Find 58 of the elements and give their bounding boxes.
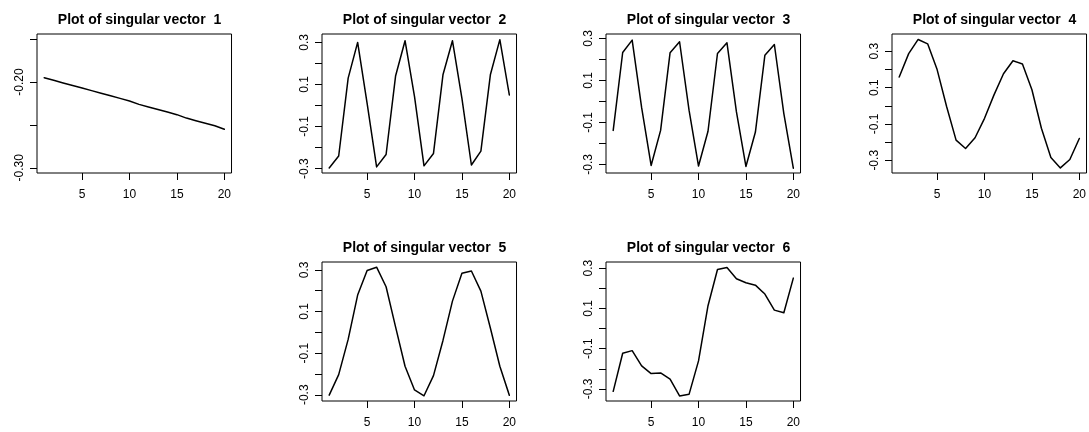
x-tick-label: 15 <box>1025 187 1039 201</box>
y-tick-label: -0.30 <box>12 153 26 182</box>
y-tick-label: 0.3 <box>581 259 595 277</box>
y-tick-label: 0.3 <box>867 42 881 60</box>
x-tick-label: 20 <box>786 415 801 429</box>
y-tick-label: -0.3 <box>867 149 881 171</box>
x-tick-label: 10 <box>122 187 137 201</box>
y-tick-label: -0.1 <box>581 337 595 359</box>
y-tick-label: 0.3 <box>581 29 595 47</box>
y-tick-label: 0.1 <box>867 78 881 96</box>
y-tick-label: -0.1 <box>867 113 881 135</box>
y-tick-label: 0.1 <box>297 302 311 320</box>
x-tick-label: 5 <box>647 415 655 429</box>
x-tick-label: 20 <box>1072 187 1087 201</box>
chart-title: Plot of singular vector 5 <box>342 239 507 255</box>
x-tick-label: 10 <box>691 415 706 429</box>
y-tick-label: 0.3 <box>297 33 311 51</box>
y-tick-label: -0.1 <box>297 342 311 364</box>
y-tick-label: -0.3 <box>581 153 595 175</box>
chart-title: Plot of singular vector 4 <box>912 11 1077 27</box>
x-tick-label: 20 <box>502 187 517 201</box>
y-tick-label: -0.1 <box>581 111 595 133</box>
y-tick-label: 0.1 <box>581 299 595 317</box>
line-series <box>43 77 226 130</box>
chart-title: Plot of singular vector 3 <box>626 11 791 27</box>
y-tick-label: 0.3 <box>297 261 311 279</box>
x-tick-label: 20 <box>786 187 801 201</box>
x-tick-label: 15 <box>739 415 753 429</box>
line-series <box>612 39 795 169</box>
x-tick-label: 10 <box>691 187 706 201</box>
line-series <box>898 38 1081 169</box>
x-tick-label: 15 <box>739 187 753 201</box>
chart-title: Plot of singular vector 2 <box>342 11 507 27</box>
y-tick-label: -0.1 <box>297 115 311 137</box>
line-series <box>328 38 511 169</box>
x-tick-label: 5 <box>647 187 655 201</box>
x-tick-label: 10 <box>977 187 992 201</box>
x-tick-label: 15 <box>170 187 184 201</box>
line-series <box>328 266 511 397</box>
chart-title: Plot of singular vector 6 <box>626 239 791 255</box>
x-tick-label: 15 <box>455 415 469 429</box>
y-tick-label: -0.3 <box>581 378 595 400</box>
y-tick-label: -0.3 <box>297 384 311 406</box>
x-tick-label: 15 <box>455 187 469 201</box>
x-tick-label: 5 <box>78 187 86 201</box>
y-tick-label: -0.3 <box>297 157 311 179</box>
y-tick-label: 0.1 <box>297 75 311 93</box>
x-tick-label: 5 <box>363 415 371 429</box>
x-tick-label: 10 <box>407 415 422 429</box>
y-tick-label: -0.20 <box>12 68 26 96</box>
x-tick-label: 20 <box>217 187 232 201</box>
chart-title: Plot of singular vector 1 <box>57 11 222 27</box>
x-tick-label: 5 <box>363 187 371 201</box>
x-tick-label: 20 <box>502 415 517 429</box>
x-tick-label: 5 <box>933 187 941 201</box>
line-series <box>612 266 795 397</box>
y-tick-label: 0.1 <box>581 71 595 89</box>
x-tick-label: 10 <box>407 187 422 201</box>
